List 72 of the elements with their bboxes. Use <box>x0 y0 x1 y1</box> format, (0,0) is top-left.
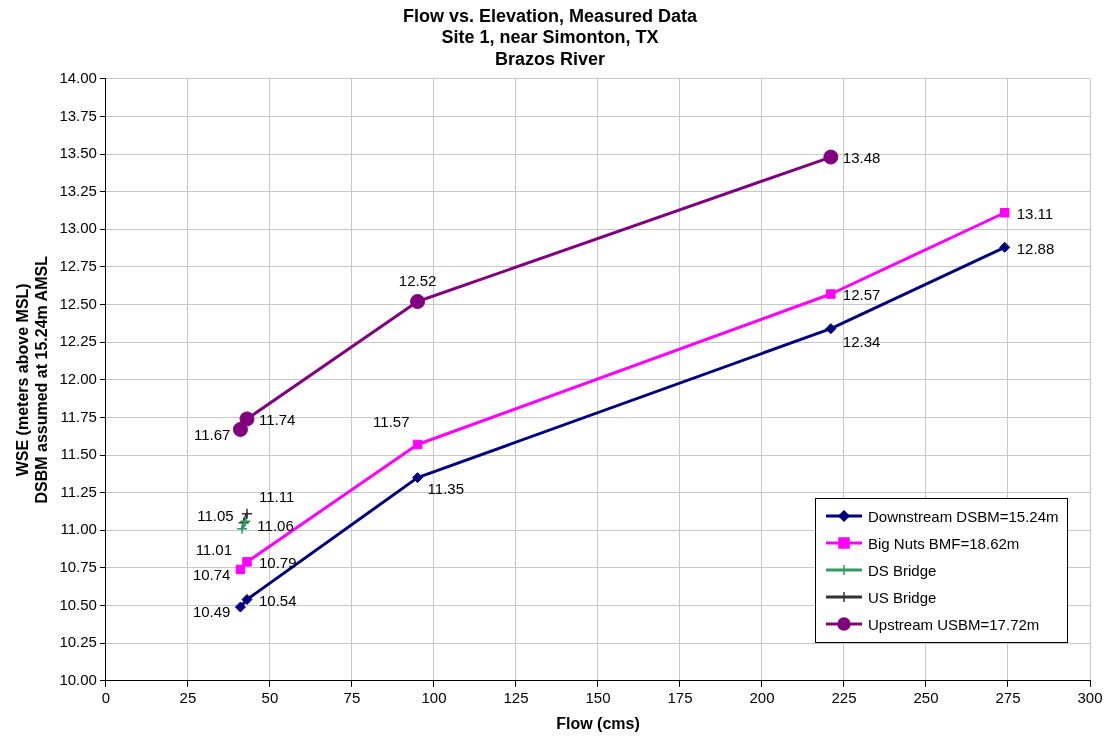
data-label: 10.79 <box>258 554 297 572</box>
point <box>410 294 426 310</box>
y-tick-label: 11.00 <box>60 520 97 538</box>
data-label: 10.74 <box>192 565 231 583</box>
point <box>236 523 248 535</box>
data-label: 12.34 <box>842 332 881 350</box>
x-axis-title: Flow (cms) <box>556 714 640 732</box>
y-tick-label: 12.75 <box>59 257 97 275</box>
x-tick-label: 100 <box>421 688 447 706</box>
legend-label: Downstream DSBM=15.24m <box>868 507 1059 525</box>
point <box>232 421 248 437</box>
data-label: 11.06 <box>257 517 294 535</box>
point <box>242 557 252 567</box>
data-label: 13.11 <box>1016 204 1054 222</box>
x-tick-label: 75 <box>343 688 361 706</box>
chart-subtitle: Site 1, near Simonton, TX Brazos River <box>441 27 659 69</box>
data-label: 12.88 <box>1016 239 1055 257</box>
data-label: 12.52 <box>398 271 437 289</box>
point <box>825 323 837 335</box>
y-tick-label: 10.50 <box>59 595 97 613</box>
data-label: 11.35 <box>427 479 464 497</box>
legend-label: Big Nuts BMF=18.62m <box>868 534 1020 552</box>
y-tick-label: 12.50 <box>59 294 97 312</box>
x-tick-label: 225 <box>831 688 857 706</box>
data-label: 10.49 <box>192 603 231 621</box>
point <box>241 508 253 520</box>
x-tick-label: 200 <box>749 688 775 706</box>
data-label: 11.01 <box>195 540 233 558</box>
legend-label: DS Bridge <box>868 561 937 579</box>
legend-label: US Bridge <box>868 588 937 606</box>
y-tick-label: 13.75 <box>59 106 97 124</box>
data-label: 11.11 <box>258 487 295 505</box>
point <box>412 472 424 484</box>
point <box>826 289 836 299</box>
y-tick-label: 13.25 <box>59 181 97 199</box>
point <box>241 594 253 606</box>
point <box>823 149 839 165</box>
point <box>999 241 1011 253</box>
point <box>234 601 246 613</box>
y-tick-label: 12.25 <box>59 332 97 350</box>
x-tick-label: 300 <box>1077 688 1103 706</box>
x-tick-label: 275 <box>995 688 1021 706</box>
data-label: 12.57 <box>842 286 881 304</box>
chart-title: Flow vs. Elevation, Measured Data <box>402 5 699 26</box>
x-tick-label: 150 <box>585 688 611 706</box>
point <box>412 439 423 450</box>
data-label: 10.54 <box>258 591 297 609</box>
data-label: 11.67 <box>193 425 231 443</box>
x-tick-label: 250 <box>913 688 939 706</box>
data-label: 11.74 <box>258 411 296 429</box>
y-tick-label: 10.00 <box>59 670 97 688</box>
point <box>239 411 255 427</box>
data-label: 13.48 <box>842 149 881 167</box>
y-axis-title: WSE (meters above MSL) DSBM assumed at 15.24m AMSL <box>14 255 51 504</box>
x-tick-label: 50 <box>261 688 279 706</box>
y-tick-label: 11.75 <box>60 407 97 425</box>
point <box>999 208 1010 218</box>
y-tick-label: 11.50 <box>60 445 97 463</box>
x-tick-label: 125 <box>503 688 529 706</box>
legend-label: Upstream USBM=17.72m <box>868 615 1040 633</box>
y-tick-label: 13.50 <box>59 144 97 162</box>
y-tick-label: 11.25 <box>60 482 97 500</box>
y-tick-label: 13.00 <box>59 219 97 237</box>
y-tick-label: 14.00 <box>59 68 97 86</box>
y-tick-label: 10.25 <box>59 633 97 651</box>
data-label: 11.05 <box>197 506 234 524</box>
x-tick-label: 0 <box>101 688 111 706</box>
y-tick-label: 10.75 <box>59 558 97 576</box>
y-tick-label: 12.00 <box>59 369 97 387</box>
data-label: 11.57 <box>373 412 410 430</box>
x-tick-label: 175 <box>667 688 693 706</box>
x-tick-label: 25 <box>179 688 197 706</box>
